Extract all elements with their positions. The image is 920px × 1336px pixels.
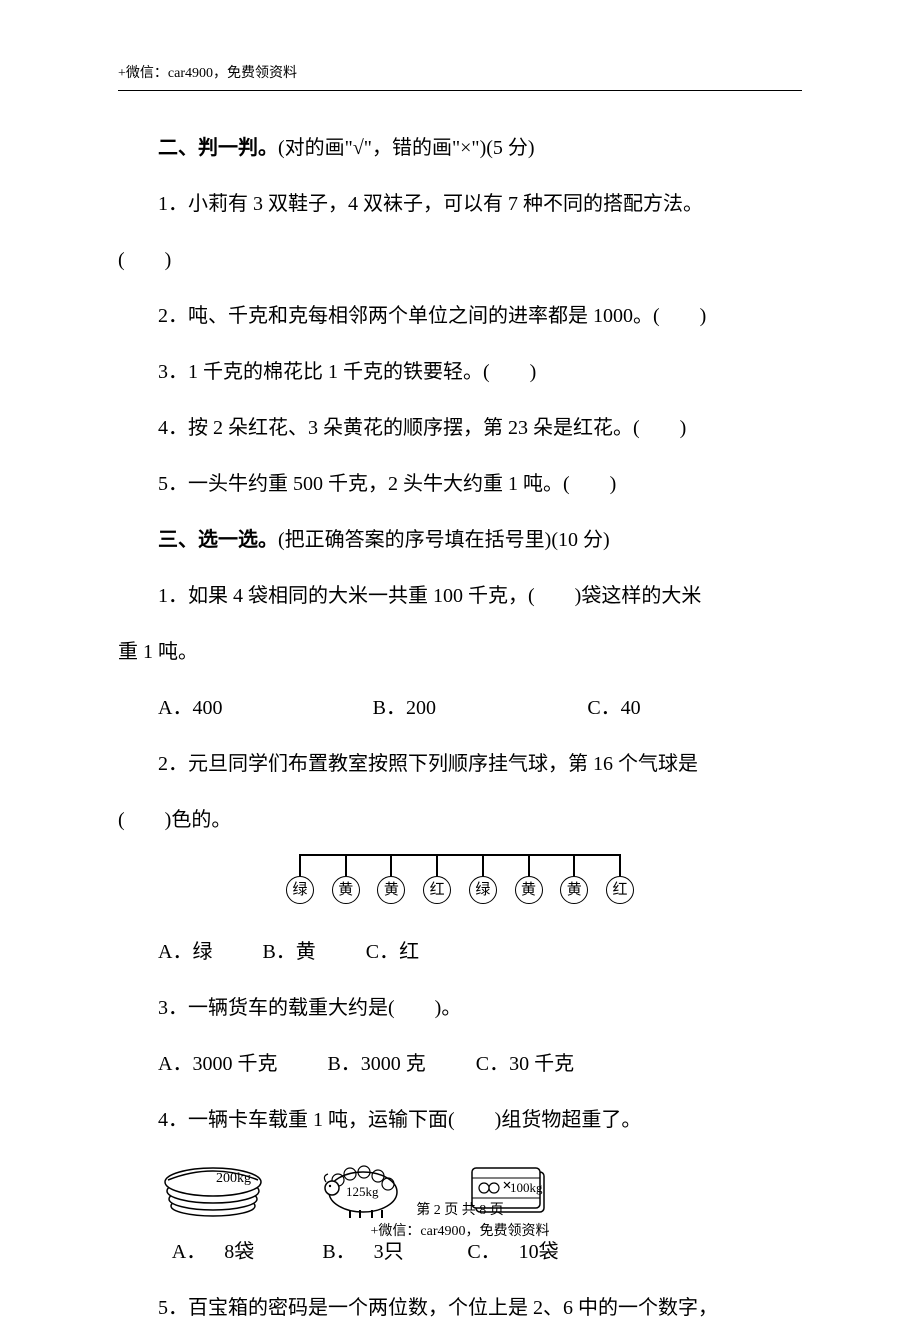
sec3-q1-opts: A．400 B．200 C．40 [118, 680, 802, 736]
weight-text: 200kg [216, 1171, 251, 1186]
balloon-label: 黄 [377, 876, 405, 904]
sec3-q4: 4．一辆卡车载重 1 吨，运输下面( )组货物超重了。 [118, 1092, 802, 1148]
sec2-q5: 5．一头牛约重 500 千克，2 头牛大约重 1 吨。( ) [118, 456, 802, 512]
balloon-label: 黄 [515, 876, 543, 904]
header-rule [118, 90, 802, 91]
balloon-label: 黄 [560, 876, 588, 904]
footer-line2: +微信：car4900，免费领资料 [0, 1221, 920, 1242]
sec3-q2b: ( )色的。 [118, 792, 802, 848]
sec2-title: 二、判一判。(对的画"√"，错的画"×")(5 分) [118, 120, 802, 176]
sec2-q3: 3．1 千克的棉花比 1 千克的铁要轻。( ) [118, 344, 802, 400]
opt-b: B．3000 克 [327, 1036, 425, 1092]
opt-c: C．红 [366, 924, 419, 980]
balloon-diagram: 绿黄黄红绿黄黄红 [118, 854, 802, 918]
sec2-q1-paren: ( ) [118, 232, 802, 288]
balloon-label: 黄 [332, 876, 360, 904]
footer-line1: 第 2 页 共 8 页 [0, 1200, 920, 1221]
balloon-label: 红 [606, 876, 634, 904]
weight-text: 100kg [510, 1180, 543, 1195]
balloon-label: 绿 [469, 876, 497, 904]
sec2-q2: 2．吨、千克和克每相邻两个单位之间的进率都是 1000。( ) [118, 288, 802, 344]
balloon-label: 绿 [286, 876, 314, 904]
sec3-q3: 3．一辆货车的载重大约是( )。 [118, 980, 802, 1036]
sec3-q2-opts: A．绿 B．黄 C．红 [118, 924, 802, 980]
sec2-title-rest: (对的画"√"，错的画"×")(5 分) [278, 137, 535, 159]
sec3-q1b: 重 1 吨。 [118, 624, 802, 680]
balloon-label: 红 [423, 876, 451, 904]
sec3-q2a: 2．元旦同学们布置教室按照下列顺序挂气球，第 16 个气球是 [118, 736, 802, 792]
opt-a: A．400 [158, 680, 373, 736]
page-header: +微信：car4900，免费领资料 [118, 62, 297, 82]
weight-text: 125kg [346, 1184, 379, 1199]
sec3-q3-opts: A．3000 千克 B．3000 克 C．30 千克 [118, 1036, 802, 1092]
page-footer: 第 2 页 共 8 页 +微信：car4900，免费领资料 [0, 1200, 920, 1242]
sec2-q4: 4．按 2 朵红花、3 朵黄花的顺序摆，第 23 朵是红花。( ) [118, 400, 802, 456]
opt-b: B．200 [373, 680, 588, 736]
page-content: 二、判一判。(对的画"√"，错的画"×")(5 分) 1．小莉有 3 双鞋子，4… [118, 120, 802, 1336]
sec3-title-bold: 三、选一选。 [158, 529, 278, 551]
opt-b: B．黄 [262, 924, 315, 980]
sec3-q1a: 1．如果 4 袋相同的大米一共重 100 千克，( )袋这样的大米 [118, 568, 802, 624]
opt-a: A．绿 [158, 924, 212, 980]
opt-c: C．30 千克 [476, 1036, 574, 1092]
sec2-q1: 1．小莉有 3 双鞋子，4 双袜子，可以有 7 种不同的搭配方法。 [118, 176, 802, 232]
sec3-title-rest: (把正确答案的序号填在括号里)(10 分) [278, 529, 610, 551]
opt-a: A．3000 千克 [158, 1036, 277, 1092]
sec3-q5: 5．百宝箱的密码是一个两位数，个位上是 2、6 中的一个数字， [118, 1280, 802, 1336]
opt-c: C．40 [587, 680, 802, 736]
sec3-title: 三、选一选。(把正确答案的序号填在括号里)(10 分) [118, 512, 802, 568]
sec2-title-bold: 二、判一判。 [158, 137, 278, 159]
